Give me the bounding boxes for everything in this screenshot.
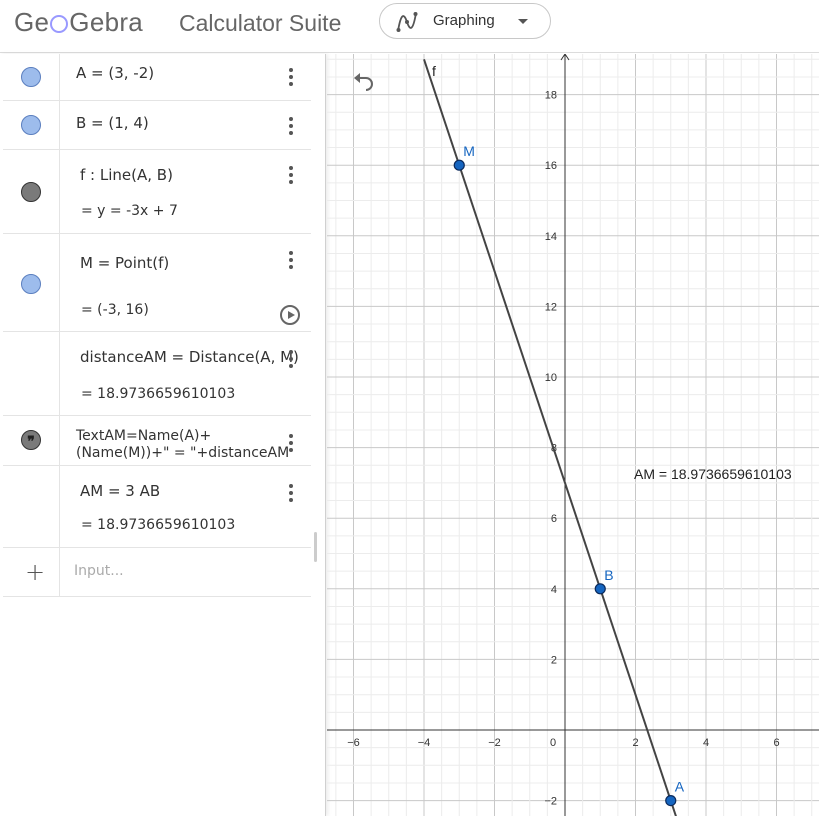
chevron-down-icon (518, 19, 528, 24)
y-axis-arrow (560, 54, 570, 61)
visibility-toggle-m[interactable] (21, 274, 41, 294)
app-picker-button[interactable]: Graphing (379, 3, 551, 39)
algebra-input[interactable]: Input... (74, 563, 124, 579)
algebra-row-text-am[interactable]: ❞ TextAM=Name(A)+ (Name(M))+" = "+distan… (3, 416, 311, 466)
definition-distance-am[interactable]: distanceAM = Distance(A, M) (80, 348, 299, 366)
marble-cell (3, 54, 60, 100)
geogebra-logo[interactable]: Ge Gebra (14, 7, 144, 37)
value-m: = (-3, 16) (81, 302, 149, 318)
x-tick-label: 2 (632, 737, 638, 749)
point-m[interactable] (453, 159, 465, 171)
definition-b[interactable]: B = (1, 4) (76, 114, 149, 132)
x-tick-label: 6 (773, 737, 779, 749)
value-f: = y = -3x + 7 (81, 203, 178, 219)
marble-cell (3, 150, 60, 233)
value-am: = 18.9736659610103 (81, 517, 236, 533)
definition-f[interactable]: f : Line(A, B) (80, 166, 173, 184)
text-am-label[interactable]: AM = 18.9736659610103 (634, 466, 792, 482)
quote-text-icon[interactable]: ❞ (21, 430, 41, 450)
y-tick-label: −2 (544, 796, 557, 808)
undo-icon[interactable] (352, 72, 376, 92)
visibility-toggle-b[interactable] (21, 115, 41, 135)
y-tick-label: 6 (551, 513, 557, 525)
algebra-panel: A = (3, -2) B = (1, 4) f : Line(A, B) = … (0, 54, 326, 816)
algebra-row-b[interactable]: B = (1, 4) (3, 101, 311, 150)
y-tick-label: 18 (545, 90, 557, 102)
more-menu-icon[interactable] (289, 117, 293, 138)
visibility-toggle-f[interactable] (21, 182, 41, 202)
point-label-a: A (675, 779, 685, 795)
point-label-b: B (604, 567, 613, 583)
marble-cell (3, 234, 60, 331)
plus-icon[interactable]: + (25, 558, 46, 586)
y-tick-label: 10 (545, 372, 557, 384)
suite-title: Calculator Suite (179, 10, 342, 36)
graphing-app-icon (396, 12, 418, 32)
marble-cell (3, 332, 60, 415)
definition-am[interactable]: AM = 3 AB (80, 482, 161, 500)
y-tick-label: 4 (551, 584, 557, 596)
definition-text-am-line2[interactable]: (Name(M))+" = "+distanceAM (76, 445, 290, 461)
y-tick-label: 14 (545, 231, 557, 243)
x-tick-label: −2 (488, 737, 501, 749)
marble-cell: ❞ (3, 416, 60, 465)
algebra-row-am[interactable]: AM = 3 AB = 18.9736659610103 (3, 466, 311, 548)
marble-cell (3, 466, 60, 547)
line-f (423, 58, 677, 816)
algebra-row-m[interactable]: M = Point(f) = (-3, 16) (3, 234, 311, 332)
x-tick-label: −4 (418, 737, 431, 749)
x-tick-label: 4 (703, 737, 709, 749)
header-bar: Ge Gebra Calculator Suite Graphing (0, 0, 819, 53)
visibility-toggle-a[interactable] (21, 67, 41, 87)
y-tick-label: 16 (545, 160, 557, 172)
more-menu-icon[interactable] (289, 68, 293, 89)
algebra-input-row[interactable]: + Input... (3, 548, 311, 597)
value-distance-am: = 18.9736659610103 (81, 386, 236, 402)
logo-o-icon (50, 15, 69, 33)
algebra-row-a[interactable]: A = (3, -2) (3, 54, 311, 101)
app-picker-label: Graphing (433, 12, 495, 29)
more-menu-icon[interactable] (289, 484, 293, 505)
y-tick-label: 2 (551, 654, 557, 666)
line-f-label: f (432, 63, 436, 79)
definition-m[interactable]: M = Point(f) (80, 254, 170, 272)
y-tick-label: 12 (545, 301, 557, 313)
definition-a[interactable]: A = (3, -2) (76, 64, 155, 82)
more-menu-icon[interactable] (289, 434, 293, 455)
more-menu-icon[interactable] (289, 166, 293, 187)
algebra-row-f[interactable]: f : Line(A, B) = y = -3x + 7 (3, 150, 311, 234)
definition-text-am-line1[interactable]: TextAM=Name(A)+ (76, 428, 212, 444)
point-a[interactable] (665, 794, 677, 807)
algebra-row-distance-am[interactable]: distanceAM = Distance(A, M) = 18.9736659… (3, 332, 311, 416)
algebra-scrollbar[interactable] (314, 532, 317, 562)
x-tick-label: 0 (550, 737, 556, 749)
point-label-m: M (463, 143, 475, 159)
marble-cell: + (3, 548, 60, 596)
more-menu-icon[interactable] (289, 251, 293, 272)
more-menu-icon[interactable] (289, 350, 293, 371)
x-tick-label: −6 (347, 737, 360, 749)
animation-play-icon[interactable] (280, 305, 300, 325)
marble-cell (3, 101, 60, 149)
point-b[interactable] (594, 583, 606, 595)
